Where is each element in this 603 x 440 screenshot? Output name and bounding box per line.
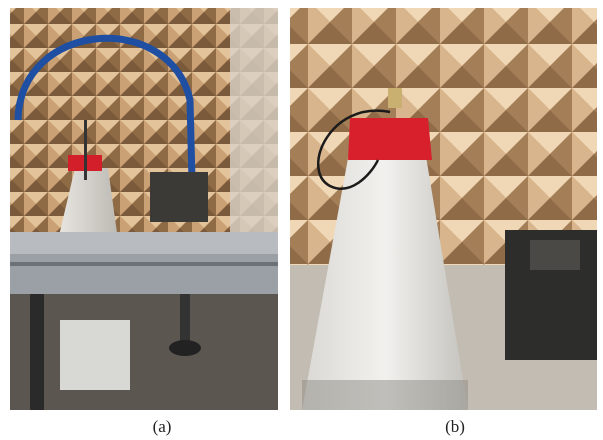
figure: (a) (b) — [0, 0, 603, 440]
caption: (b) — [445, 417, 465, 436]
caption: (a) — [153, 417, 172, 436]
photo-a — [10, 8, 278, 410]
photo-b — [290, 8, 597, 410]
